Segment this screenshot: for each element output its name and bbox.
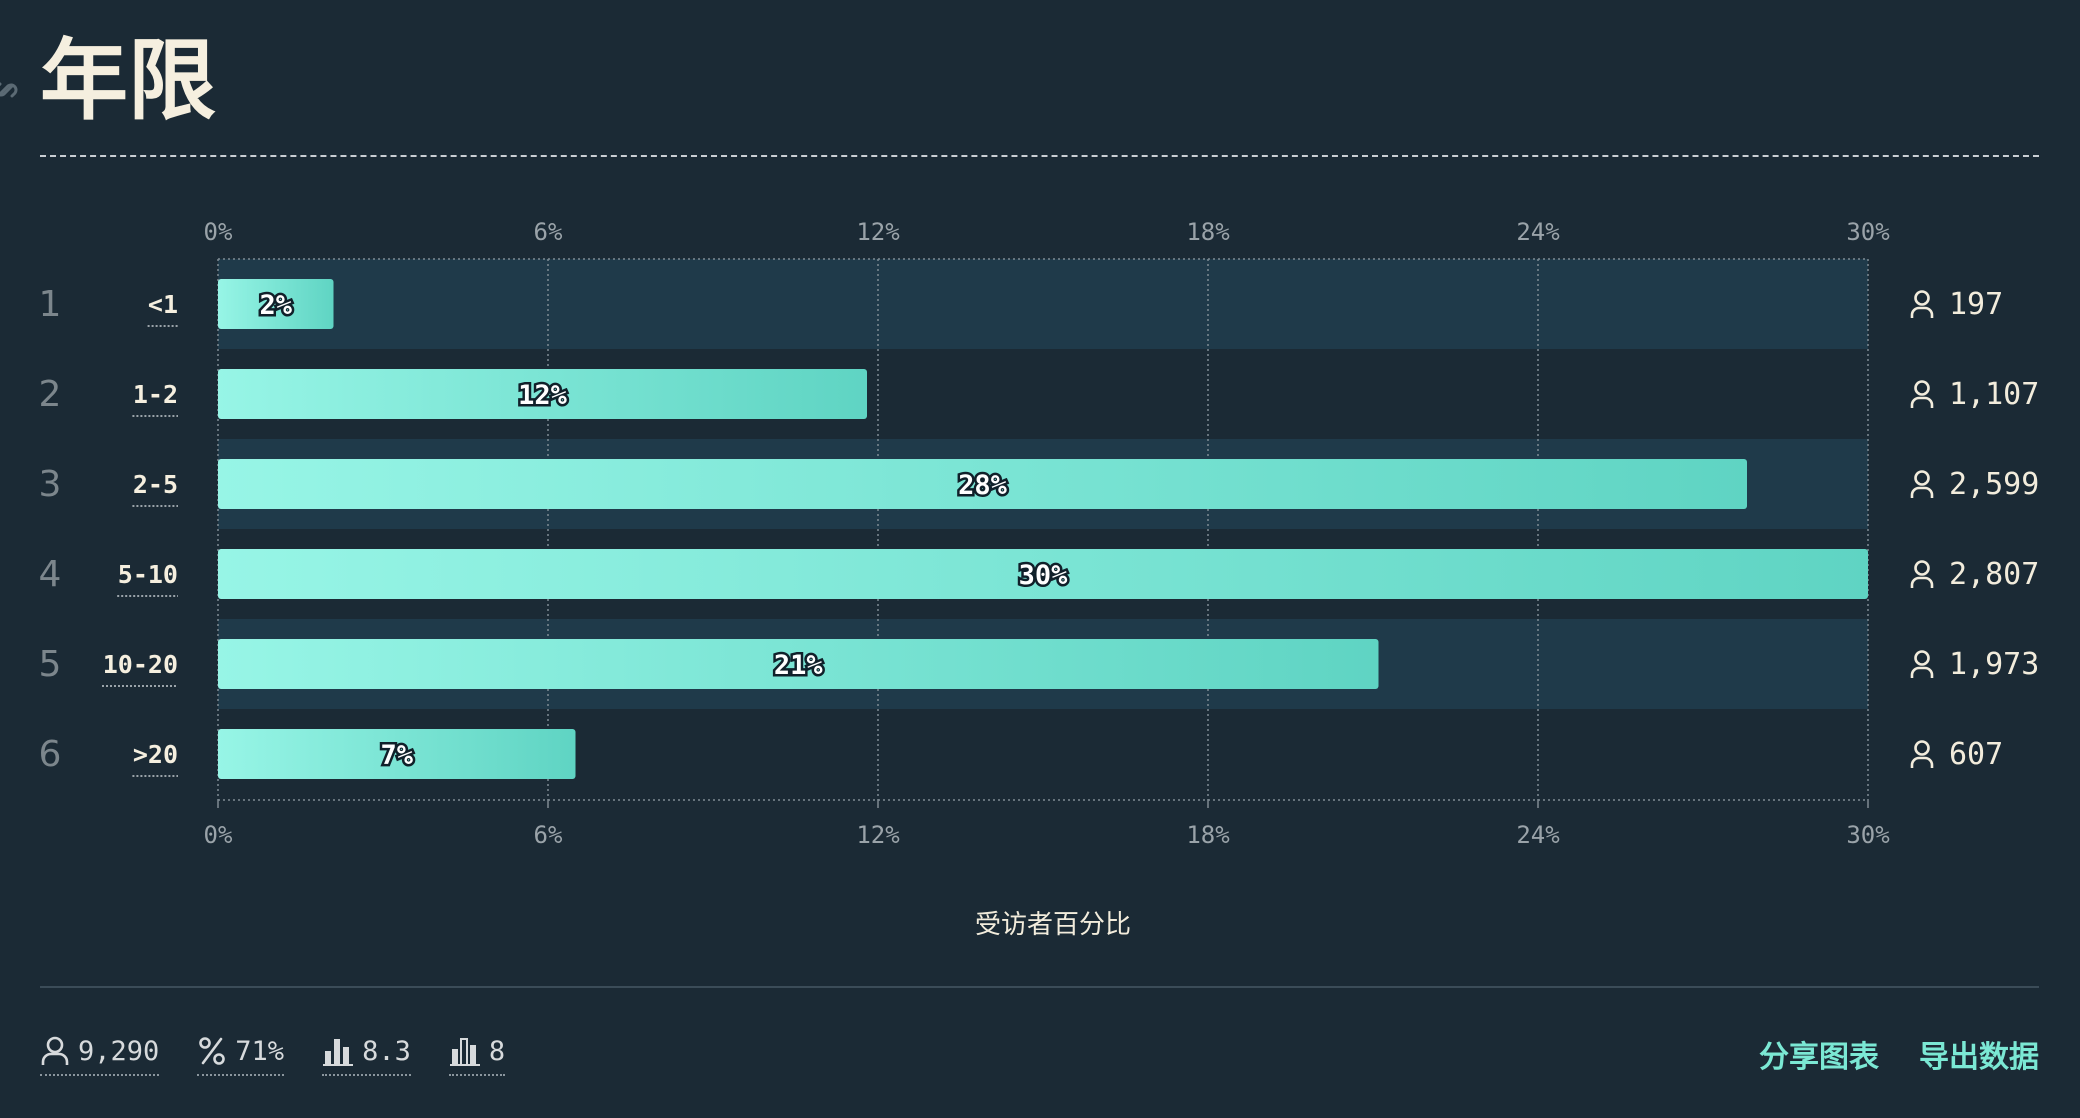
category-label[interactable]: 2-5 [133,470,178,499]
page-title: 年限 [40,29,217,132]
bar-value-label: 28% [958,470,1008,501]
row-rank: 6 [39,734,62,775]
export-data-button[interactable]: 导出数据 [1919,1040,2039,1075]
top-tick-label: 30% [1846,218,1890,246]
category-label[interactable]: 1-2 [133,380,178,409]
category-label[interactable]: >20 [133,740,178,769]
bar-chart-icon [323,1039,354,1066]
stat-average[interactable]: 8.3 [322,1032,411,1076]
share-chart-button[interactable]: 分享图表 [1759,1040,1879,1075]
chart-actions: 分享图表 导出数据 [1759,1032,2039,1076]
bar[interactable] [218,639,1379,689]
row-rank: 3 [39,464,62,505]
bottom-tick-label: 30% [1846,821,1890,849]
bar-value-label: 30% [1019,560,1069,591]
top-tick-label: 6% [534,218,563,246]
bar[interactable] [218,459,1747,509]
bar[interactable] [218,549,1868,599]
respondent-count: 197 [1949,287,2003,322]
row-band [218,259,1868,349]
person-icon [41,1036,69,1065]
stat-percent[interactable]: 71% [197,1032,285,1076]
respondent-count: 1,107 [1949,377,2039,412]
respondent-count: 1,973 [1949,647,2039,682]
bottom-tick-label: 0% [204,821,233,849]
person-icon [1910,470,1934,498]
person-icon [1910,560,1934,588]
top-tick-label: 18% [1186,218,1230,246]
bar-chart-outline-icon [449,1038,480,1066]
bar-value-label: 2% [259,290,292,321]
x-axis-label: 受访者百分比 [975,910,1131,940]
respondent-count: 607 [1949,737,2003,772]
bar[interactable] [218,729,576,779]
person-icon [1910,290,1934,318]
category-label[interactable]: <1 [148,290,178,319]
row-rank: 2 [39,374,62,415]
respondent-count: 2,599 [1949,467,2039,502]
respondent-count: 2,807 [1949,557,2039,592]
bar[interactable] [218,279,334,329]
row-rank: 1 [39,284,62,325]
bar-value-label: 12% [518,380,568,411]
top-tick-label: 12% [856,218,900,246]
bar-value-label: 21% [774,650,824,681]
bar-value-label: 7% [380,740,413,771]
summary-stats: 9,290 71% 8.3 [40,1032,506,1076]
bottom-tick-label: 6% [534,821,563,849]
stat-percent-value: 71% [235,1035,285,1067]
stat-respondents-value: 9,290 [78,1035,160,1067]
row-rank: 5 [39,644,62,685]
row-rank: 4 [39,554,62,595]
top-tick-label: 24% [1516,218,1560,246]
percent-icon [199,1037,226,1065]
category-label[interactable]: 5-10 [118,560,178,589]
link-icon[interactable] [0,72,22,106]
bar[interactable] [218,369,867,419]
stat-median-value: 8 [488,1035,506,1067]
person-icon [1910,740,1934,768]
person-icon [1910,380,1934,408]
person-icon [1910,650,1934,678]
stat-median[interactable]: 8 [448,1032,506,1076]
bar-chart: 0% 6% 12% 18% 24% 30% 0% 6% 12% 18% 24% 30% 2% 12% 2… [39,218,2040,940]
bottom-tick-label: 24% [1516,821,1560,849]
category-label[interactable]: 10-20 [103,650,178,679]
top-tick-label: 0% [204,218,233,246]
title-divider [40,155,2039,157]
bottom-tick-label: 12% [856,821,900,849]
stat-average-value: 8.3 [362,1035,411,1067]
bottom-tick-label: 18% [1186,821,1230,849]
stat-respondents[interactable]: 9,290 [40,1032,160,1076]
footer-divider [40,986,2039,988]
